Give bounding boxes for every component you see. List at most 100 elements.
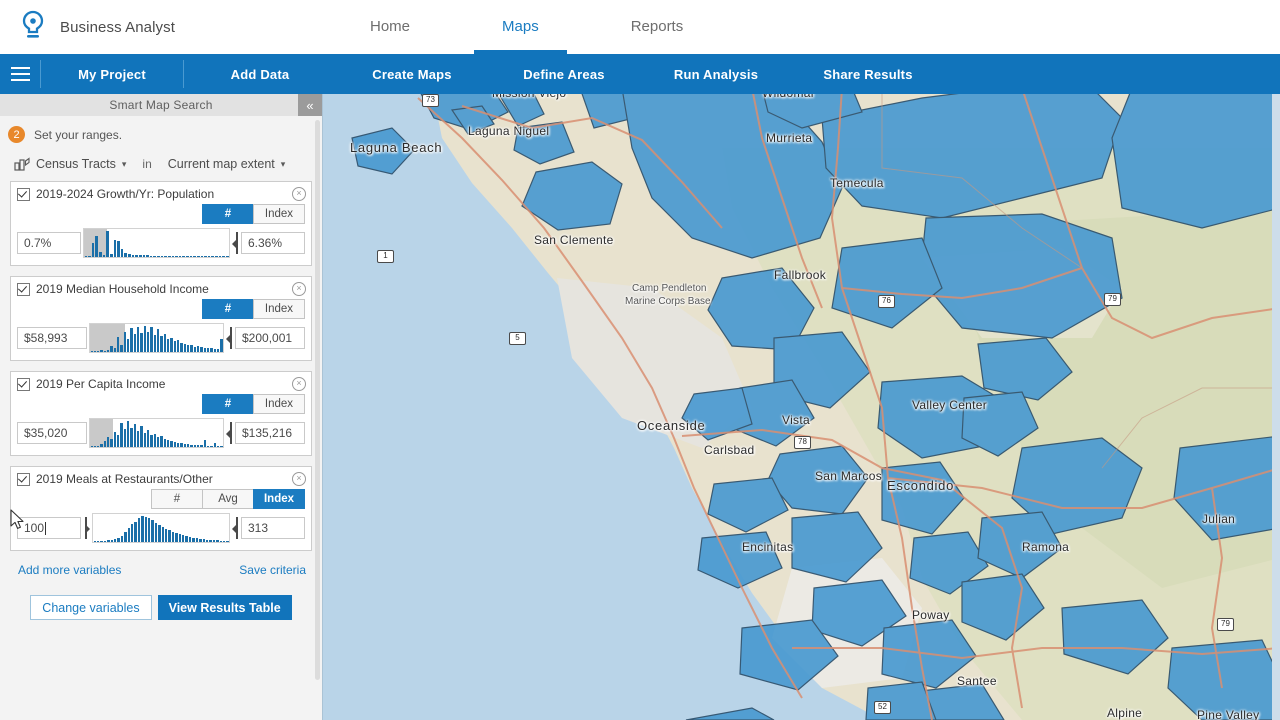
variable-histogram[interactable] — [83, 228, 230, 258]
topnav-maps[interactable]: Maps — [474, 0, 567, 54]
histogram-bar — [202, 539, 205, 542]
mode-toggle-count[interactable]: # — [202, 204, 254, 224]
histogram-bar — [84, 256, 88, 257]
histogram-bar — [200, 347, 203, 352]
histogram-bar — [106, 231, 109, 257]
mode-toggle-index[interactable]: Index — [253, 204, 305, 224]
histogram-bar — [113, 539, 117, 542]
save-criteria-link[interactable]: Save criteria — [239, 563, 306, 577]
variable-histogram[interactable] — [89, 323, 224, 353]
topnav-home[interactable]: Home — [370, 18, 411, 35]
hamburger-icon[interactable] — [0, 54, 40, 94]
range-slider-min-handle[interactable] — [81, 517, 90, 539]
histogram-bar — [97, 351, 100, 352]
histogram-bar — [189, 256, 193, 257]
histogram-bar — [131, 255, 135, 257]
close-circle-icon[interactable]: × — [292, 282, 306, 296]
step-number-badge: 2 — [8, 126, 25, 143]
mode-toggle-index[interactable]: Index — [253, 489, 305, 509]
location-pin-icon — [18, 10, 48, 44]
histogram-bar — [200, 256, 204, 257]
range-slider-max-handle[interactable] — [226, 422, 235, 444]
histogram-bar — [216, 446, 220, 447]
max-value-input[interactable]: $200,001 — [235, 327, 305, 349]
app-navigation-bar: My Project Add Data Create Maps Define A… — [0, 54, 1280, 94]
min-value-input[interactable]: $35,020 — [17, 422, 87, 444]
appnav-define-areas[interactable]: Define Areas — [523, 66, 605, 82]
histogram-bar — [175, 533, 178, 542]
max-value-input[interactable]: 6.36% — [241, 232, 305, 254]
appnav-share-results[interactable]: Share Results — [823, 66, 913, 82]
histogram-bar — [135, 255, 138, 257]
min-value-input[interactable]: $58,993 — [17, 327, 87, 349]
histogram-bar — [151, 520, 154, 542]
appnav-run-analysis[interactable]: Run Analysis — [673, 66, 759, 82]
top-header-bar: Business Analyst Home Maps Reports — [0, 0, 1280, 54]
appnav-add-data[interactable]: Add Data — [230, 66, 290, 82]
histogram-bar — [167, 339, 170, 352]
mode-toggle-index[interactable]: Index — [253, 299, 305, 319]
histogram-bar — [149, 256, 153, 257]
close-circle-icon[interactable]: × — [292, 187, 306, 201]
histogram-bar — [206, 446, 210, 447]
histogram-bar — [110, 439, 113, 447]
histogram-bar — [192, 538, 195, 542]
histogram-bar — [210, 348, 213, 352]
appnav-create-maps[interactable]: Create Maps — [372, 66, 452, 82]
max-value-input[interactable]: $135,216 — [235, 422, 305, 444]
appnav-my-project[interactable]: My Project — [78, 66, 146, 82]
chevron-double-left-icon[interactable]: « — [298, 94, 322, 116]
mode-toggle-count[interactable]: # — [202, 394, 254, 414]
brand[interactable]: Business Analyst — [18, 10, 308, 44]
histogram-bar — [173, 442, 177, 447]
range-slider-max-handle[interactable] — [232, 517, 241, 539]
histogram-bar — [205, 540, 209, 542]
page-scrollbar[interactable] — [1272, 88, 1280, 720]
mode-toggle-count[interactable]: # — [202, 299, 254, 319]
panel-links: Add more variables Save criteria — [0, 561, 322, 577]
variable-histogram[interactable] — [92, 513, 230, 543]
histogram-bar — [178, 534, 182, 542]
mode-toggle-avg[interactable]: Avg — [202, 489, 254, 509]
variable-header: 2019 Meals at Restaurants/Other — [17, 472, 305, 486]
histogram-bar — [124, 253, 127, 257]
chevron-down-icon: ▾ — [280, 158, 286, 169]
panel-scrollbar[interactable] — [315, 120, 320, 680]
mode-toggle-index[interactable]: Index — [253, 394, 305, 414]
variable-checkbox[interactable] — [17, 282, 30, 296]
add-more-variables-link[interactable]: Add more variables — [18, 563, 122, 577]
range-slider-max-handle[interactable] — [232, 232, 241, 254]
histogram-bar — [163, 334, 167, 352]
extent-dropdown[interactable]: Current map extent ▾ — [168, 157, 286, 171]
topnav-reports[interactable]: Reports — [630, 18, 684, 35]
range-slider-max-handle[interactable] — [226, 327, 235, 349]
histogram-bar — [130, 428, 133, 447]
min-value-input[interactable]: 100 — [17, 517, 81, 539]
geography-dropdown[interactable]: Census Tracts ▾ — [36, 157, 126, 171]
mode-toggle-count[interactable]: # — [151, 489, 203, 509]
map-canvas[interactable]: Mission Viejo Laguna Beach Laguna Niguel Sa… — [322, 88, 1280, 720]
histogram-bar — [210, 446, 213, 447]
histogram-bar — [161, 527, 165, 542]
variable-checkbox[interactable] — [17, 377, 30, 391]
brand-title: Business Analyst — [60, 18, 175, 36]
histogram-bar — [197, 346, 200, 352]
histogram-bar — [173, 341, 177, 352]
chevron-down-icon: ▾ — [121, 158, 127, 169]
histogram-bar — [117, 538, 120, 542]
census-tract-icon — [14, 157, 30, 171]
variable-histogram[interactable] — [89, 418, 224, 448]
close-circle-icon[interactable]: × — [292, 472, 306, 486]
histogram-bar — [144, 517, 147, 542]
histogram-bar — [157, 329, 160, 352]
variable-checkbox[interactable] — [17, 187, 30, 201]
histogram-excluded-shade — [90, 419, 113, 447]
view-results-table-button[interactable]: View Results Table — [157, 595, 292, 620]
change-variables-button[interactable]: Change variables — [30, 595, 152, 620]
histogram-bar — [117, 337, 120, 352]
max-value-input[interactable]: 313 — [241, 517, 305, 539]
variable-checkbox[interactable] — [17, 472, 30, 486]
close-circle-icon[interactable]: × — [292, 377, 306, 391]
panel-title: Smart Map Search — [109, 98, 213, 112]
min-value-input[interactable]: 0.7% — [17, 232, 81, 254]
